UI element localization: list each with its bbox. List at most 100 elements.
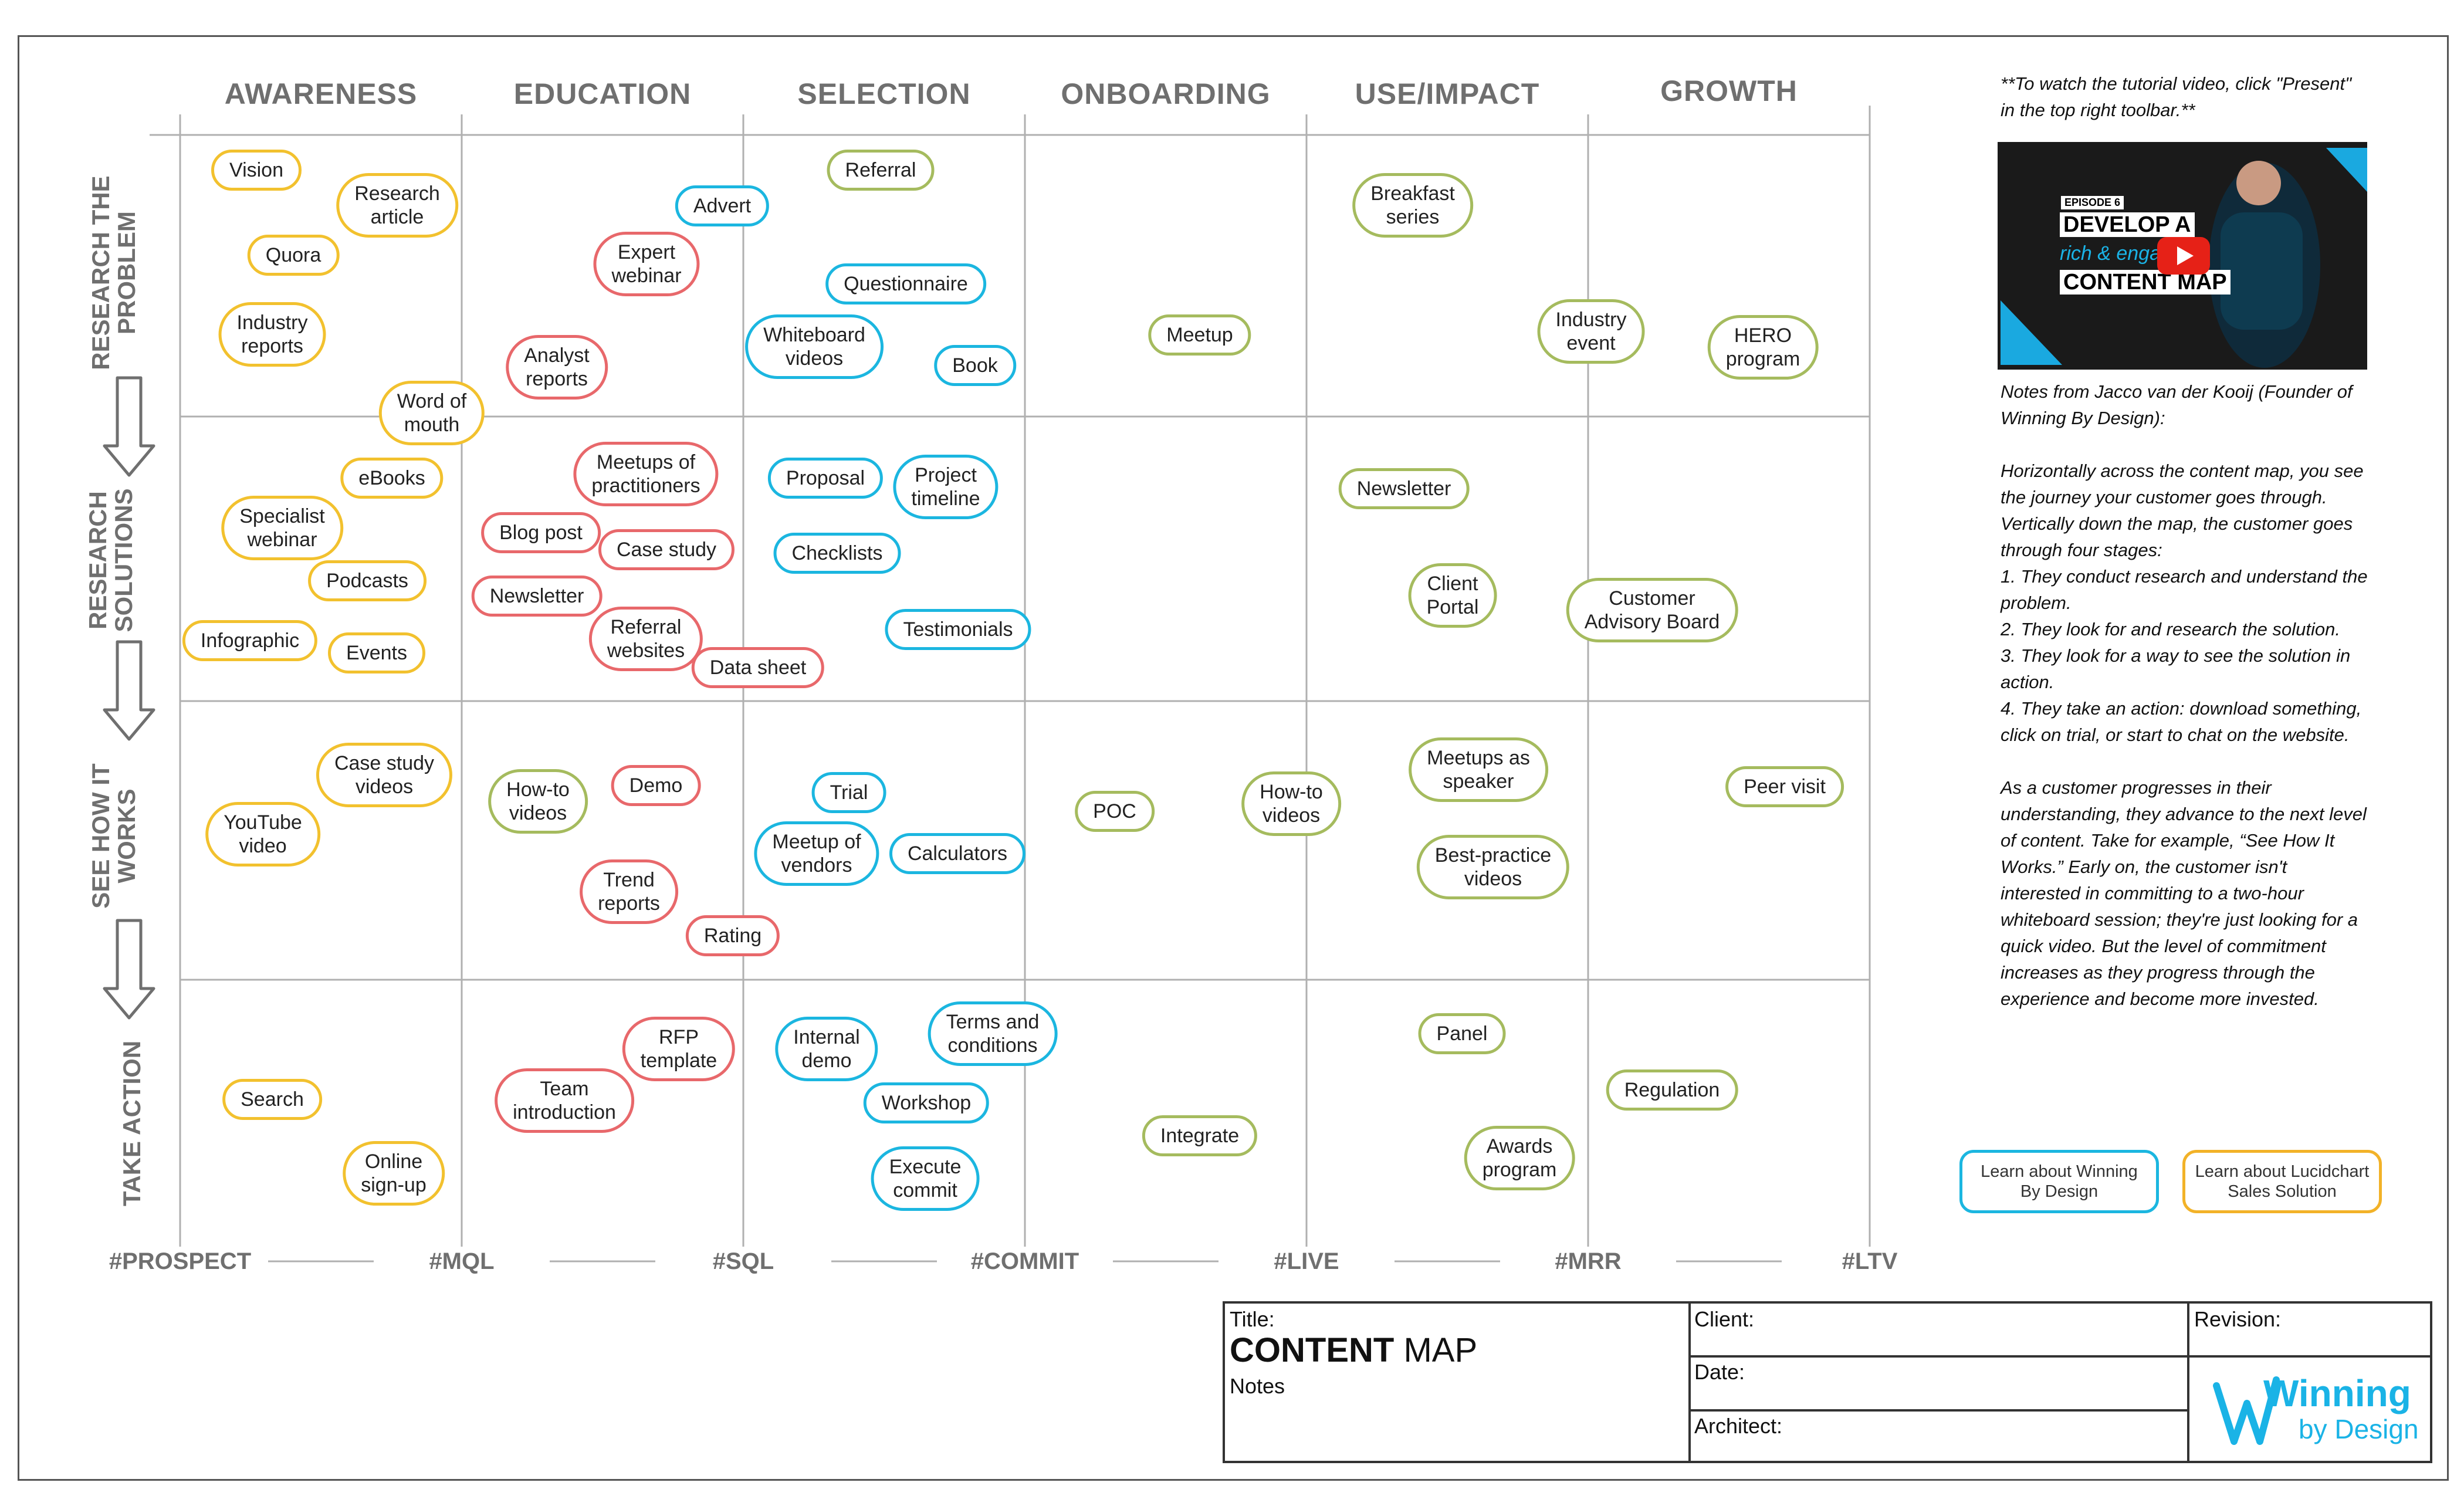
content-node[interactable]: Blog post [481,512,601,553]
row-label-line: SOLUTIONS [110,488,137,632]
content-node[interactable]: Newsletter [1338,468,1470,509]
learn-lucidchart-button[interactable]: Learn about Lucidchart Sales Solution [2182,1150,2382,1213]
content-node[interactable]: Trial [811,772,886,813]
content-node[interactable]: Internal demo [775,1017,878,1081]
content-node[interactable]: Referral [827,150,935,191]
diagram-title-rest: MAP [1394,1331,1478,1369]
row-label-line: WORKS [113,788,140,884]
content-node[interactable]: YouTube video [205,802,320,867]
page-frame [18,35,2449,1481]
content-node[interactable]: Proposal [767,458,884,499]
row-label-line: SEE HOW IT [87,763,114,909]
revision-label: Revision: [2194,1307,2282,1331]
content-node[interactable]: Team introduction [495,1068,634,1133]
stage-header-awareness: AWARENESS [224,77,418,110]
content-node[interactable]: Meetup [1148,314,1251,356]
notes-step: 2. They look for and research the soluti… [2001,619,2340,639]
content-node[interactable]: Questionnaire [825,263,986,304]
notes-text: Notes from Jacco van der Kooij (Founder … [2001,378,2370,1012]
content-node[interactable]: Checklists [773,533,901,574]
content-node[interactable]: Case study videos [316,743,453,807]
title-block-divider [1688,1409,2189,1412]
content-node[interactable]: Regulation [1606,1069,1738,1111]
content-node[interactable]: Podcasts [308,560,427,601]
title-label: Title: [1230,1307,1275,1331]
title-block-divider [2187,1304,2189,1463]
logo-mark-icon [2213,1376,2280,1445]
stage-header-education: EDUCATION [513,77,692,110]
content-node[interactable]: Execute commit [871,1146,980,1211]
milestone-live: #LIVE [1219,1247,1395,1276]
stage-header-onboarding: ONBOARDING [1061,77,1271,110]
content-node[interactable]: Referral websites [588,607,703,671]
play-button-icon[interactable] [2157,237,2210,275]
content-node[interactable]: Demo [611,765,701,806]
content-node[interactable]: How-to videos [488,769,588,834]
content-node[interactable]: Meetups as speaker [1409,737,1548,802]
content-node[interactable]: Meetup of vendors [754,821,879,886]
content-node[interactable]: Quora [247,235,340,276]
notes-intro: Notes from Jacco van der Kooij (Founder … [2001,381,2353,428]
content-node[interactable]: Panel [1418,1013,1506,1054]
content-node[interactable]: Specialist webinar [221,496,343,560]
milestone-prospect: #PROSPECT [92,1247,268,1276]
content-node[interactable]: Industry reports [218,302,326,367]
content-node[interactable]: Case study [598,529,735,570]
row-label-line: RESEARCH THE [87,175,114,370]
title-block-divider [1688,1355,2432,1358]
video-episode-label: EPISODE 6 [2061,196,2124,209]
content-node[interactable]: Terms and conditions [928,1001,1058,1066]
content-node[interactable]: HERO program [1707,315,1819,380]
content-node[interactable]: Research article [336,173,458,238]
title-block-divider [1688,1304,1691,1463]
content-node[interactable]: Vision [211,150,302,191]
content-node[interactable]: Customer Advisory Board [1566,578,1738,642]
content-node[interactable]: Client Portal [1408,563,1497,628]
stage-header-growth: GROWTH [1660,75,1798,107]
content-node[interactable]: Whiteboard videos [745,314,884,379]
content-node[interactable]: Trend reports [580,859,678,924]
notes-spacer [2001,431,2370,458]
video-title-line1: DEVELOP A [2060,212,2195,237]
content-node[interactable]: eBooks [340,458,444,499]
content-node[interactable]: RFP template [622,1017,736,1081]
logo-text: Winning [2263,1372,2411,1414]
content-node[interactable]: Advert [675,185,770,226]
content-node[interactable]: Calculators [889,833,1026,874]
sidebar: **To watch the tutorial video, click "Pr… [2001,70,2370,123]
content-node[interactable]: Project timeline [893,455,999,519]
content-node[interactable]: Online sign-up [343,1141,445,1206]
content-node[interactable]: Word of mouth [378,381,485,445]
content-node[interactable]: Analyst reports [506,335,608,400]
content-node[interactable]: POC [1075,791,1155,832]
content-node[interactable]: How-to videos [1241,771,1341,836]
content-node[interactable]: Book [934,345,1016,386]
learn-winning-by-design-button[interactable]: Learn about Winning By Design [1959,1150,2159,1213]
content-node[interactable]: Rating [685,915,780,956]
notes-spacer [2001,748,2370,774]
content-node[interactable]: Peer visit [1725,766,1844,807]
tutorial-video[interactable]: EPISODE 6 DEVELOP A rich & engaging CONT… [1998,142,2367,370]
content-node[interactable]: Integrate [1142,1115,1258,1156]
content-node[interactable]: Newsletter [471,576,603,617]
content-node[interactable]: Best-practice videos [1416,835,1570,899]
notes-body: Horizontally across the content map, you… [2001,461,2364,560]
content-node[interactable]: Workshop [863,1082,990,1123]
date-label: Date: [1694,1360,1745,1384]
winning-by-design-logo: Winning by Design [2199,1362,2428,1456]
notes-outro: As a customer progresses in their unders… [2001,777,2367,1009]
content-node[interactable]: Breakfast series [1352,173,1473,238]
milestone-mrr: #MRR [1500,1247,1676,1276]
content-node[interactable]: Awards program [1464,1126,1575,1190]
content-node[interactable]: Data sheet [691,647,825,688]
content-node[interactable]: Meetups of practitioners [573,442,719,506]
content-node[interactable]: Expert webinar [593,232,700,296]
stage-header-use-impact: USE/IMPACT [1355,77,1540,110]
content-node[interactable]: Events [328,632,425,673]
content-node[interactable]: Search [222,1079,322,1120]
content-node[interactable]: Industry event [1537,299,1645,364]
content-node[interactable]: Testimonials [885,609,1031,650]
row-label-line: RESEARCH [84,491,111,629]
content-node[interactable]: Infographic [182,620,318,661]
milestone-mql: #MQL [374,1247,550,1276]
